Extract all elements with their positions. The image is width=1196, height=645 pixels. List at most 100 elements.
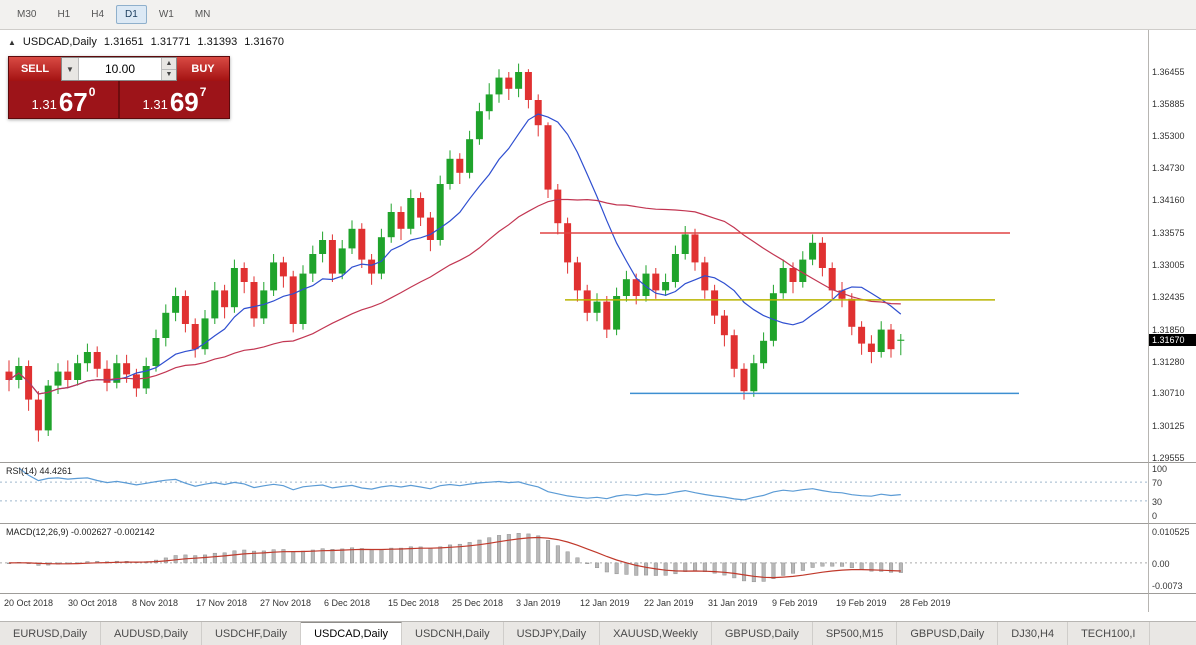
- price-tick: 1.35300: [1152, 131, 1185, 141]
- chart-header: ▲ USDCAD,Daily 1.31651 1.31771 1.31393 1…: [8, 36, 284, 48]
- chart-tabs-bar: EURUSD,Daily AUDUSD,Daily USDCHF,Daily USDC…: [0, 621, 1196, 645]
- price-tick: 1.33005: [1152, 260, 1185, 270]
- date-tick: 27 Nov 2018: [260, 598, 312, 608]
- ohlc-high: 1.31771: [150, 36, 191, 48]
- chart-tab-2-usdchf[interactable]: USDCHF,Daily: [202, 622, 302, 645]
- sell-price-pipette: 0: [88, 85, 96, 99]
- price-tick: 1.31850: [1152, 325, 1185, 335]
- price-tick: 1.34730: [1152, 163, 1185, 173]
- one-click-trading-panel: SELL ▼ 10.00 ▲ ▼ BUY 1.31 67 0 1.31 69 7: [8, 56, 230, 119]
- date-tick: 8 Nov 2018: [132, 598, 179, 608]
- chart-tab-9-gbpusd[interactable]: GBPUSD,Daily: [897, 622, 999, 645]
- price-tick: 1.33575: [1152, 228, 1185, 238]
- macd-tick: 0.00: [1152, 559, 1170, 569]
- date-tick: 17 Nov 2018: [196, 598, 248, 608]
- rsi-tick: 0: [1152, 511, 1158, 521]
- chart-region: ▲ USDCAD,Daily 1.31651 1.31771 1.31393 1…: [0, 30, 1196, 612]
- price-tick: 1.36455: [1152, 67, 1185, 77]
- sell-price-pips: 67: [58, 87, 88, 117]
- chart-tab-3-usdcad[interactable]: USDCAD,Daily: [301, 622, 403, 645]
- timeframe-w1[interactable]: W1: [150, 5, 183, 24]
- macd-axis: 0.010525 0.00 -0.0073: [1148, 523, 1196, 593]
- rsi-tick: 30: [1152, 497, 1163, 507]
- buy-price-pips: 69: [169, 87, 199, 117]
- chart-tab-7-gbpusd[interactable]: GBPUSD,Daily: [712, 622, 813, 645]
- symbol-label: USDCAD,Daily: [22, 36, 97, 48]
- ma-fast-line: [8, 113, 902, 395]
- chart-expand-icon[interactable]: ▲: [8, 37, 16, 47]
- date-tick: 28 Feb 2019: [900, 598, 951, 608]
- date-axis-corner: [1148, 593, 1196, 612]
- macd-chart: [0, 533, 1148, 583]
- date-tick: 19 Feb 2019: [836, 598, 887, 608]
- date-axis: 20 Oct 2018 30 Oct 2018 8 Nov 2018 17 Nov 2…: [0, 593, 1148, 612]
- volume-dropdown-icon[interactable]: ▼: [62, 58, 79, 80]
- buy-price-pipette: 7: [199, 85, 207, 99]
- chart-tab-5-usdjpy[interactable]: USDJPY,Daily: [504, 622, 601, 645]
- macd-tick: 0.010525: [1152, 527, 1190, 537]
- timeframe-h4[interactable]: H4: [82, 5, 113, 24]
- ohlc-low: 1.31393: [197, 36, 238, 48]
- date-tick: 22 Jan 2019: [644, 598, 694, 608]
- ma-slow-line: [8, 198, 901, 395]
- date-tick: 6 Dec 2018: [324, 598, 371, 608]
- date-tick: 31 Jan 2019: [708, 598, 758, 608]
- chart-tab-4-usdcnh[interactable]: USDCNH,Daily: [402, 622, 504, 645]
- rsi-label: RSI(14) 44.4261: [6, 466, 73, 476]
- price-tick: 1.30125: [1152, 421, 1185, 431]
- price-tick: 1.30710: [1152, 388, 1185, 398]
- timeframe-m30[interactable]: M30: [8, 5, 45, 24]
- timeframe-h1[interactable]: H1: [48, 5, 79, 24]
- buy-button[interactable]: BUY: [177, 57, 229, 81]
- candle-series: [5, 63, 905, 442]
- rsi-panel[interactable]: RSI(14) 44.4261: [0, 462, 1148, 523]
- volume-control: ▼ 10.00 ▲ ▼: [61, 57, 177, 81]
- macd-label: MACD(12,26,9) -0.002627 -0.002142: [6, 527, 155, 537]
- date-tick: 12 Jan 2019: [580, 598, 630, 608]
- rsi-tick: 70: [1152, 478, 1163, 488]
- current-price-badge: 1.31670: [1149, 334, 1196, 346]
- volume-down-icon[interactable]: ▼: [162, 68, 176, 80]
- date-tick: 20 Oct 2018: [4, 598, 54, 608]
- price-tick: 1.35885: [1152, 99, 1185, 109]
- macd-signal-line: [8, 536, 901, 579]
- macd-histogram: [7, 533, 903, 583]
- candlestick-chart[interactable]: [0, 30, 1148, 462]
- timeframe-d1[interactable]: D1: [116, 5, 147, 24]
- chart-tab-10-dj30[interactable]: DJ30,H4: [998, 622, 1069, 645]
- price-tick: 1.34160: [1152, 195, 1185, 205]
- buy-price-quote[interactable]: 1.31 69 7: [118, 81, 229, 118]
- timeframe-toolbar: M30 H1 H4 D1 W1 MN: [0, 0, 1196, 30]
- bottom-spacer: [0, 612, 1196, 621]
- volume-stepper: ▲ ▼: [161, 58, 176, 80]
- sell-price-quote[interactable]: 1.31 67 0: [9, 81, 118, 118]
- chart-tab-8-sp500[interactable]: SP500,M15: [813, 622, 898, 645]
- chart-tab-0-eurusd[interactable]: EURUSD,Daily: [0, 622, 101, 645]
- price-tick: 1.32435: [1152, 292, 1185, 302]
- date-tick: 25 Dec 2018: [452, 598, 504, 608]
- rsi-axis: 100 70 30 0: [1148, 462, 1196, 523]
- ohlc-close: 1.31670: [244, 36, 284, 48]
- date-tick: 3 Jan 2019: [516, 598, 561, 608]
- chart-tab-1-audusd[interactable]: AUDUSD,Daily: [101, 622, 202, 645]
- volume-up-icon[interactable]: ▲: [162, 58, 176, 69]
- macd-tick: -0.0073: [1152, 581, 1183, 591]
- timeframe-mn[interactable]: MN: [186, 5, 220, 24]
- chart-tab-6-xauusd[interactable]: XAUUSD,Weekly: [600, 622, 712, 645]
- price-tick: 1.31280: [1152, 357, 1185, 367]
- main-chart-panel[interactable]: ▲ USDCAD,Daily 1.31651 1.31771 1.31393 1…: [0, 30, 1148, 462]
- date-tick: 30 Oct 2018: [68, 598, 118, 608]
- ohlc-open: 1.31651: [103, 36, 144, 48]
- rsi-tick: 100: [1152, 464, 1168, 474]
- buy-price-major: 1.31: [142, 97, 168, 112]
- rsi-chart: [0, 467, 1148, 502]
- volume-value[interactable]: 10.00: [104, 62, 136, 76]
- sell-button[interactable]: SELL: [9, 57, 61, 81]
- sell-price-major: 1.31: [31, 97, 57, 112]
- date-tick: 15 Dec 2018: [388, 598, 440, 608]
- date-tick: 9 Feb 2019: [772, 598, 818, 608]
- chart-tab-11-tech100[interactable]: TECH100,I: [1068, 622, 1150, 645]
- price-tick: 1.29555: [1152, 453, 1185, 462]
- macd-panel[interactable]: MACD(12,26,9) -0.002627 -0.002142: [0, 523, 1148, 593]
- price-axis[interactable]: 1.36455 1.35885 1.35300 1.34730 1.34160 1.335…: [1148, 30, 1196, 462]
